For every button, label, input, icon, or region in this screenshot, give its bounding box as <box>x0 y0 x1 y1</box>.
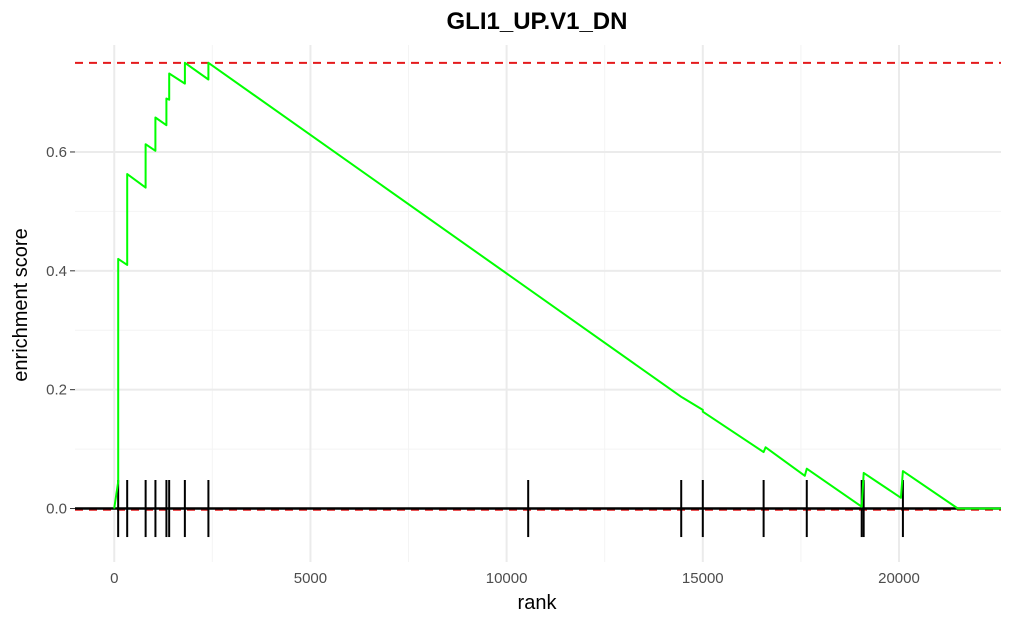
hit-ticks <box>75 479 1001 538</box>
y-tick-label: 0.4 <box>46 263 67 280</box>
x-tick-label: 5000 <box>294 570 327 587</box>
x-tick-label: 20000 <box>878 570 920 587</box>
y-axis-label: enrichment score <box>10 228 32 381</box>
reference-lines <box>75 61 1001 511</box>
x-tick-label: 10000 <box>486 570 528 587</box>
x-axis-ticks: 0 5000 10000 15000 20000 <box>110 570 920 587</box>
y-tick-label: 0.0 <box>46 501 67 518</box>
chart-title: GLI1_UP.V1_DN <box>447 8 628 35</box>
enrichment-curve <box>113 61 1001 510</box>
x-axis-label: rank <box>518 592 558 614</box>
y-tick-label: 0.2 <box>46 382 67 399</box>
y-tick-label: 0.6 <box>46 144 67 161</box>
x-tick-label: 0 <box>110 570 118 587</box>
x-tick-label: 15000 <box>682 570 724 587</box>
enrichment-curve-group <box>113 61 1001 510</box>
y-axis-ticks: 0.0 0.2 0.4 0.6 <box>46 144 75 518</box>
